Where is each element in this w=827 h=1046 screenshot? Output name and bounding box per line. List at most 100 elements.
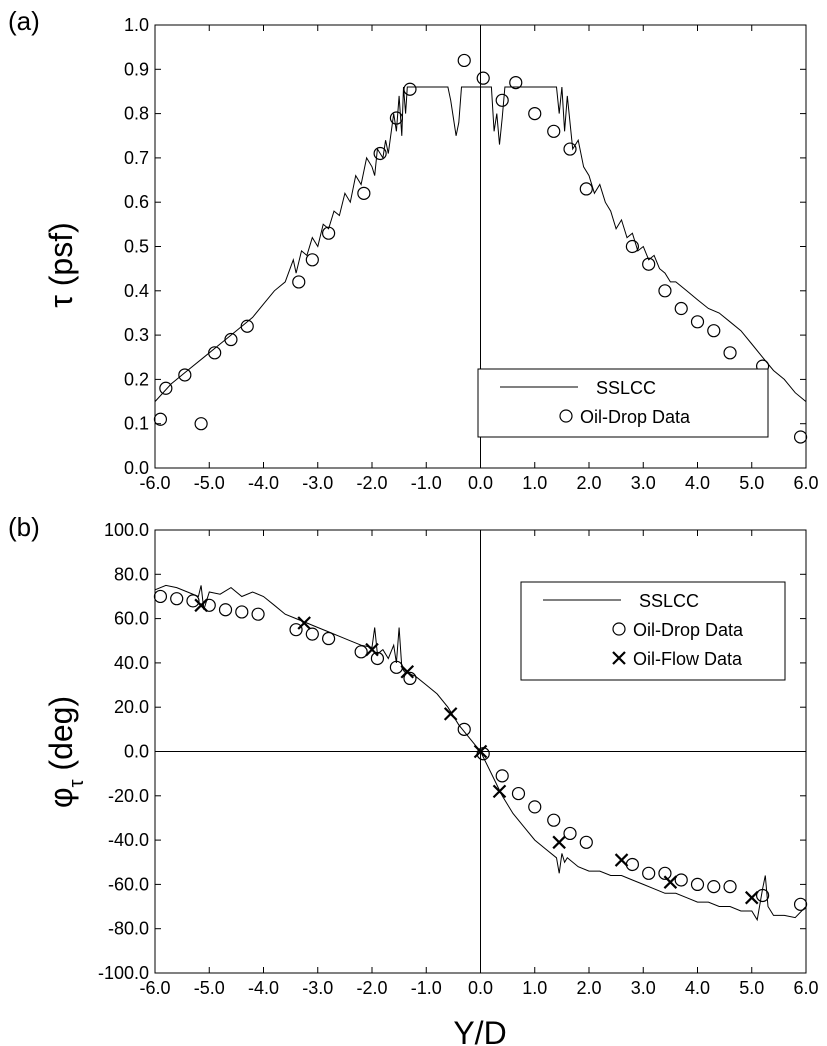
x-tick-label: -5.0 (194, 473, 225, 493)
x-tick-label: 5.0 (739, 978, 764, 998)
oil-drop-point (322, 631, 336, 646)
panel-a-marks (153, 53, 808, 444)
x-tick-label: 0.0 (468, 978, 493, 998)
oil-flow-point (194, 598, 208, 613)
legend-entry-label: Oil-Flow Data (633, 649, 743, 669)
oil-drop-point (153, 412, 168, 426)
oil-drop-point (305, 253, 319, 267)
oil-drop-point (511, 786, 526, 801)
x-tick-label: 5.0 (739, 473, 764, 493)
x-tick-label: -4.0 (248, 978, 279, 998)
oil-drop-point (186, 594, 200, 608)
oil-drop-point (690, 315, 705, 329)
oil-drop-point (723, 346, 737, 360)
legend-swatch-circle (559, 409, 573, 423)
oil-flow-point (443, 707, 458, 721)
oil-flow-point (744, 890, 759, 905)
oil-drop-point (723, 880, 737, 894)
oil-drop-point (476, 71, 490, 85)
oil-drop-point (224, 332, 238, 347)
oil-drop-point (495, 93, 509, 107)
y-tick-label: 80.0 (114, 564, 149, 584)
panel-b-label: (b) (8, 512, 40, 542)
oil-drop-point (373, 146, 387, 161)
oil-drop-point (305, 627, 319, 641)
oil-drop-point (690, 877, 705, 892)
oil-drop-point (658, 866, 672, 880)
y-tick-label: -20.0 (108, 786, 149, 806)
series-line-sslcc (154, 584, 807, 922)
oil-drop-point (625, 857, 640, 872)
x-tick-label: -2.0 (356, 473, 387, 493)
panel-b-marks (153, 584, 808, 922)
x-tick-label: 3.0 (631, 473, 656, 493)
x-tick-label: 0.0 (468, 473, 493, 493)
oil-drop-point (403, 82, 417, 96)
oil-drop-point (674, 873, 688, 887)
oil-drop-point (563, 142, 577, 156)
legend-box (520, 581, 786, 681)
tau-symbol: τ (43, 295, 79, 308)
panel-a-label: (a) (8, 6, 40, 36)
y-tick-label: 40.0 (114, 653, 149, 673)
oil-flow-point (492, 784, 507, 799)
oil-drop-point (642, 866, 656, 880)
x-tick-label: 6.0 (793, 473, 818, 493)
oil-drop-point (240, 319, 254, 333)
x-tick-label: 6.0 (793, 978, 818, 998)
oil-flow-point (365, 642, 379, 657)
oil-drop-point (389, 111, 404, 125)
oil-drop-point (292, 275, 306, 289)
x-tick-label: -3.0 (302, 978, 333, 998)
y-tick-label: 1.0 (124, 15, 149, 35)
oil-drop-point (755, 888, 770, 903)
oil-drop-point (658, 284, 672, 298)
oil-drop-point (153, 589, 168, 604)
oil-flow-point (663, 875, 678, 889)
panel-b-legend: SSLCC Oil-Drop Data Oil-Flow Data (520, 581, 786, 681)
panel-b-y-axis-label: φτ (deg) (43, 696, 88, 808)
oil-flow-point (614, 853, 629, 867)
x-tick-label: -2.0 (356, 978, 387, 998)
panel-b-y-unit: (deg) (43, 696, 79, 780)
y-tick-label: 0.0 (124, 742, 149, 762)
y-tick-label: 0.1 (124, 414, 149, 434)
x-tick-label: 4.0 (685, 473, 710, 493)
y-tick-label: -40.0 (108, 830, 149, 850)
y-tick-label: 60.0 (114, 609, 149, 629)
oil-drop-point (674, 301, 688, 316)
oil-drop-point (403, 671, 417, 686)
oil-drop-point (528, 800, 542, 814)
oil-drop-point (625, 239, 640, 254)
x-tick-label: -6.0 (139, 473, 170, 493)
oil-drop-point (289, 623, 303, 637)
oil-drop-point (579, 835, 593, 849)
oil-drop-point (547, 124, 561, 138)
oil-drop-point (389, 660, 404, 674)
oil-flow-point (297, 616, 311, 630)
oil-drop-point (579, 182, 593, 196)
oil-flow-point (552, 835, 566, 850)
oil-drop-point (495, 769, 509, 783)
y-tick-label: 100.0 (104, 520, 149, 540)
x-tick-label: 2.0 (576, 473, 601, 493)
x-tick-label: -4.0 (248, 473, 279, 493)
panel-a-shear-stress-chart: (a) τ (psf) -6.0 -5.0 -4.0 -3.0 -2.0 -1.0 0.0 1… (8, 6, 819, 493)
y-tick-label: -60.0 (108, 874, 149, 894)
panel-a-y-axis-label: τ (psf) (43, 222, 79, 308)
oil-drop-point (457, 53, 471, 68)
x-tick-label: -5.0 (194, 978, 225, 998)
oil-drop-point (642, 257, 656, 271)
legend-swatch-cross (612, 651, 626, 665)
oil-drop-point (202, 598, 216, 612)
oil-drop-point (159, 381, 173, 395)
x-axis-label: Y/D (453, 1015, 506, 1046)
oil-drop-point (194, 417, 208, 431)
legend-box (477, 368, 769, 438)
y-tick-label: 0.9 (124, 59, 149, 79)
x-tick-label: 1.0 (522, 978, 547, 998)
oil-drop-point (793, 430, 808, 444)
oil-drop-point (357, 186, 371, 200)
y-tick-label: 0.3 (124, 325, 149, 345)
oil-drop-point (178, 368, 192, 382)
